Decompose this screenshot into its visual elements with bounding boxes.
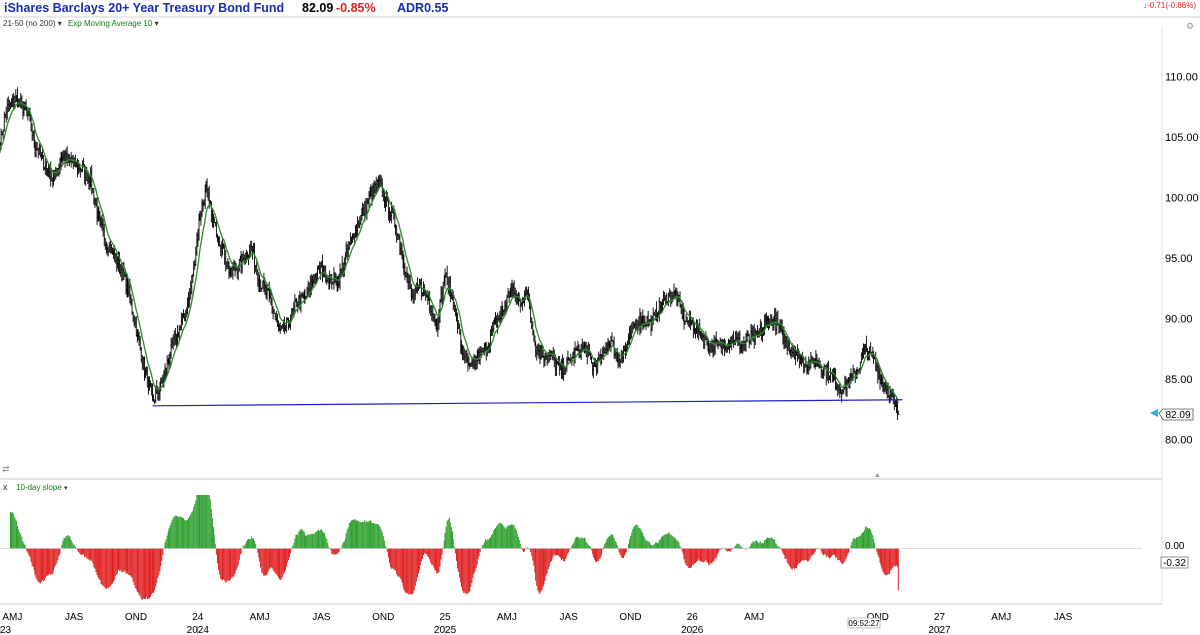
close-panel-icon[interactable]: x: [3, 482, 8, 492]
right-change-text: -0.71(-0.86%): [1147, 1, 1196, 10]
dropdown-icon: ▾: [57, 19, 62, 28]
x-tick-label: OND: [125, 612, 147, 623]
ema-line: [0, 101, 899, 404]
settings-label: 21-50 (no 200): [3, 19, 56, 28]
ema-legend[interactable]: Exp Moving Average 10: [67, 19, 153, 28]
slope-value-box: [1160, 556, 1189, 569]
x-tick-label: AMJ: [2, 612, 22, 623]
y-tick-label: 105.00: [1165, 132, 1199, 144]
x-tick-label: AMJ: [744, 612, 764, 623]
y-tick-label: 110.00: [1165, 71, 1198, 83]
adr-value: ADR0.55: [397, 1, 449, 15]
slope-bars: [0, 495, 1142, 600]
trendline-group: [152, 399, 903, 407]
chart-title: iShares Barclays 20+ Year Treasury Bond …: [4, 1, 285, 15]
price-box-frame: [1158, 408, 1194, 421]
time-label: 09:52:27: [848, 619, 880, 628]
ema-line-group: [0, 101, 899, 404]
x-tick-label: 27: [934, 612, 946, 623]
x-tick-label: 26: [687, 612, 699, 623]
y-tick-label: 100.00: [1165, 193, 1199, 205]
x-tick-label: JAS: [559, 612, 578, 623]
y-tick-label: 80.00: [1165, 435, 1193, 447]
x-tick-label: OND: [867, 612, 889, 623]
slope-legend[interactable]: 10-day slope: [16, 483, 62, 492]
x-tick-label: 24: [192, 612, 204, 623]
x-axis-labels: AMJ JAS OND 24 AMJ JAS OND 25 AMJ JAS OND 26 AMJ OND 2…: [0, 612, 1073, 635]
settings-line[interactable]: 21-50 (no 200) ▾ Exp Moving Average 10 ▾: [3, 19, 159, 28]
x-tick-label: AMJ: [497, 612, 517, 623]
down-arrow-icon: ↓: [1143, 1, 1148, 10]
chart-settings-icon[interactable]: ⚙: [1186, 21, 1194, 31]
x-tick-label: OND: [372, 612, 394, 623]
ema-dropdown-icon: ▾: [154, 19, 159, 28]
x-tick-label: AMJ: [250, 612, 270, 623]
price-box: 82.09: [1150, 408, 1194, 421]
scroll-up-icon[interactable]: ▲: [874, 472, 881, 479]
x-tick-label: OND: [619, 612, 641, 623]
time-box: [847, 617, 881, 629]
x-year-label: 23: [0, 625, 12, 635]
y-tick-label: 85.00: [1165, 374, 1193, 386]
right-change: ↓-0.71(-0.86%): [1143, 1, 1196, 10]
last-price: 82.09: [302, 1, 334, 15]
y-tick-label: 95.00: [1165, 253, 1193, 265]
price-marker-icon: [1150, 409, 1158, 417]
support-trendline: [152, 399, 903, 407]
x-tick-label: JAS: [65, 612, 84, 623]
chart-header: iShares Barclays 20+ Year Treasury Bond …: [0, 0, 1200, 17]
x-tick-label: JAS: [1054, 612, 1073, 623]
y-axis-ticks: 110.00 105.00 100.00 95.00 90.00 85.00 80.00: [1165, 71, 1199, 446]
slope-zero-label: 0.00: [1165, 541, 1185, 552]
x-tick-label: JAS: [312, 612, 331, 623]
y-tick-label: 90.00: [1165, 314, 1193, 326]
change-percent: -0.85%: [336, 1, 376, 15]
slope-value: -0.32: [1163, 558, 1186, 569]
price-box-value: 82.09: [1165, 410, 1190, 421]
slope-dropdown-icon[interactable]: ▾: [64, 485, 68, 492]
x-tick-label: AMJ: [991, 612, 1011, 623]
price-bars: [0, 87, 900, 420]
pan-icon[interactable]: ⇄: [2, 464, 10, 474]
x-tick-label: 25: [439, 612, 451, 623]
